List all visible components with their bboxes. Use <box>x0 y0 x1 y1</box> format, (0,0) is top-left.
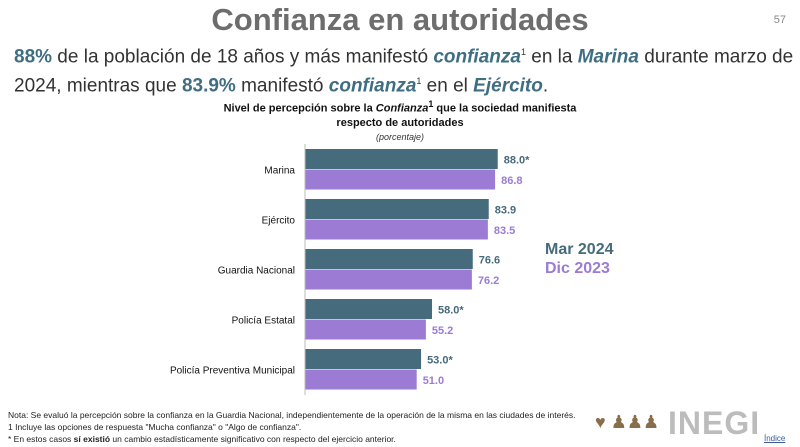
bar <box>305 299 433 319</box>
lead-t2: en la <box>525 46 578 68</box>
lead-w2: Marina <box>577 46 639 68</box>
data-label: 58.0* <box>438 304 464 316</box>
data-label: 83.9 <box>495 204 516 216</box>
ct-d: que la sociedad manifiesta respecto de a… <box>336 102 577 129</box>
ct-c: 1 <box>428 99 434 109</box>
data-label: 88.0* <box>504 154 530 166</box>
bar <box>305 219 488 240</box>
category-label: Ejército <box>262 216 296 227</box>
bar <box>305 199 489 219</box>
lead-w1: confianza <box>433 46 521 68</box>
inegi-logo: INEGI <box>668 405 761 441</box>
category-label: Policía Preventiva Municipal <box>170 366 295 377</box>
lead-t5: en el <box>421 75 474 97</box>
lead-s1: 1 <box>520 47 526 57</box>
chart-title: Nivel de percepción sobre la Confianza1 … <box>200 97 600 144</box>
lead-s2: 1 <box>416 76 422 87</box>
lead-pct2: 83.9% <box>181 75 236 97</box>
lead-text: 88% de la población de 18 años y más man… <box>14 40 794 99</box>
footnotes: Nota: Se evaluó la percepción sobre la c… <box>8 409 576 445</box>
data-label: 53.0* <box>427 354 453 366</box>
note-2: * En estos casos sí existió un cambio es… <box>8 433 576 445</box>
data-label: 76.6 <box>479 254 500 266</box>
data-label: 51.0 <box>423 375 444 387</box>
bar <box>305 249 473 269</box>
lead-t4: manifestó <box>235 75 329 97</box>
category-label: Marina <box>264 166 295 177</box>
legend-mar2024: Mar 2024 <box>545 241 614 258</box>
agency-icons: ♥ ♟♟♟ <box>595 412 660 432</box>
note-0: Nota: Se evaluó la percepción sobre la c… <box>8 410 576 420</box>
lead-t1: de la población de 18 años y más manifes… <box>52 46 434 68</box>
note-1: 1 Incluye las opciones de respuesta "Muc… <box>8 422 302 432</box>
note-2b: sí existió <box>73 434 111 444</box>
bar <box>305 349 422 369</box>
bar <box>305 369 417 390</box>
lead-t3: durante marzo de 2024, mientras que <box>14 46 794 97</box>
lead-w3: confianza <box>328 75 417 97</box>
lead-w4: Ejército <box>473 75 543 97</box>
lead-t6: . <box>542 75 549 97</box>
data-label: 55.2 <box>432 325 453 337</box>
data-label: 76.2 <box>478 275 499 287</box>
page-title: Confianza en autoridades <box>211 2 589 37</box>
page-number: 57 <box>773 14 786 26</box>
bar <box>305 269 472 290</box>
ct-b: Confianza <box>375 102 429 115</box>
bar <box>305 319 426 340</box>
note-2c: un cambio estadísticamente significativo… <box>110 434 396 444</box>
chart-unit: (porcentaje) <box>375 131 425 142</box>
data-label: 83.5 <box>494 225 515 237</box>
category-label: Policía Estatal <box>232 316 295 327</box>
indice-link[interactable]: Índice <box>764 434 786 443</box>
note-2a: * En estos casos <box>8 434 74 444</box>
bar <box>305 149 498 169</box>
data-label: 86.8 <box>501 175 522 187</box>
category-label: Guardia Nacional <box>218 266 295 277</box>
bar <box>305 169 496 190</box>
legend-dic2023: Dic 2023 <box>545 260 610 277</box>
ct-a: Nivel de percepción sobre la <box>223 102 376 115</box>
lead-pct1: 88% <box>14 46 53 68</box>
